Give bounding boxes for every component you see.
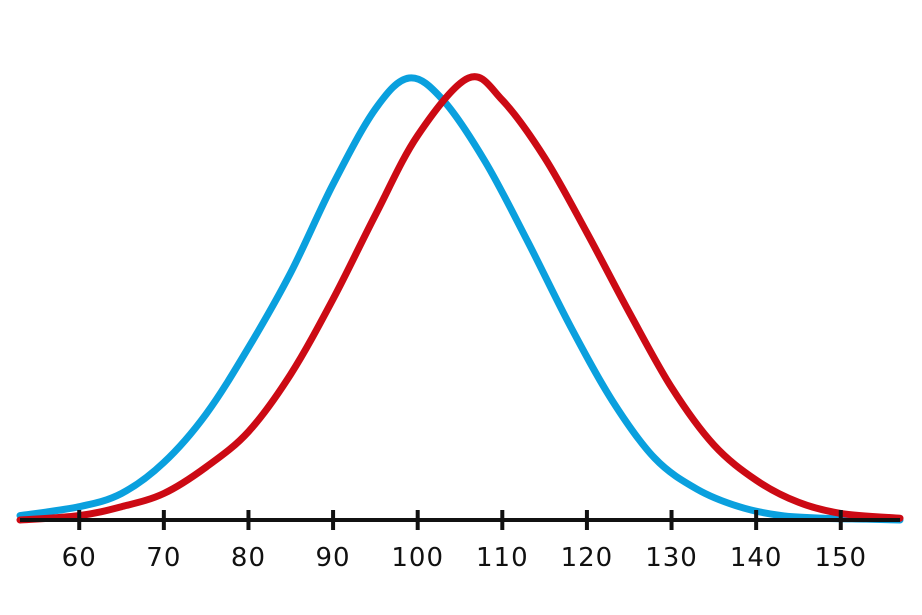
x-tick-label: 80 (231, 543, 266, 573)
x-tick-label: 70 (146, 543, 181, 573)
series-line-2 (16, 73, 904, 524)
x-tick-label: 130 (645, 543, 698, 573)
curves-layer (16, 73, 904, 524)
x-tick-label: 150 (814, 543, 867, 573)
x-tick-label: 140 (730, 543, 783, 573)
x-tick-label: 100 (391, 543, 444, 573)
x-tick-label: 120 (561, 543, 614, 573)
x-tick-label: 60 (62, 543, 97, 573)
x-tick-label: 110 (476, 543, 529, 573)
x-tick-label: 90 (316, 543, 351, 573)
series-line-1 (16, 74, 904, 524)
x-axis-ticks: 60 70 80 90 100 110 120 130 140 150 (62, 510, 867, 573)
